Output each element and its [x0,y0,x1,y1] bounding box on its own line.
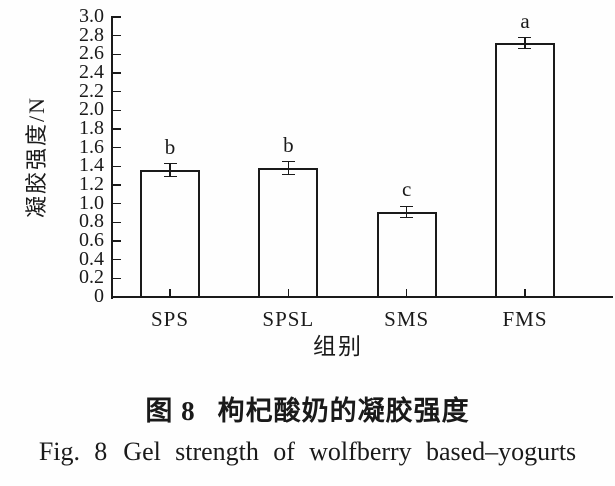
figure-title-zh: 枸杞酸奶的凝胶强度 [217,396,470,426]
bar [376,212,437,298]
y-tick [113,202,121,205]
error-bar-cap-bottom [163,175,177,178]
bar-chart: 0 0.2 0.4 0.6 0.8 1.0 1.2 1.4 1.6 1.8 2.0 2.2 2.4 2.6… [24,5,613,359]
x-tick [169,289,171,297]
figure-caption-zh: 图 8 枸杞酸奶的凝胶强度 [0,389,615,428]
error-bar-cap-top [163,162,177,165]
y-tick [113,72,121,74]
y-tick-label: 1.6 [79,135,104,158]
error-bar-line [287,161,290,175]
error-bar-line [524,37,526,49]
y-tick-label: 0.8 [79,210,104,233]
y-tick-label: 1.4 [79,154,104,177]
x-category-label: SMS [384,307,430,331]
y-tick [113,53,121,56]
significance-letter: a [520,8,530,33]
y-tick-label: 2.6 [79,42,104,65]
x-axis-line [111,296,613,298]
bar [258,168,319,298]
error-bar-cap-bottom [281,173,295,176]
x-tick [287,289,290,297]
y-tick [113,90,121,93]
y-tick [113,165,121,168]
bar [140,170,200,298]
y-tick [113,184,121,186]
y-tick-label: 1.8 [79,117,104,139]
error-bar-cap-top [518,36,532,39]
significance-letter: b [164,134,176,159]
error-bar-cap-bottom [518,47,532,50]
y-tick [113,128,121,130]
y-tick [113,277,121,280]
y-tick-label: 0.4 [79,247,104,270]
y-tick [113,34,121,37]
error-bar-cap-top [400,205,414,208]
y-axis-line [111,16,113,299]
x-tick [405,289,408,297]
y-tick [113,109,121,112]
y-tick-label: 0 [94,285,104,307]
y-tick-label: 0.2 [79,266,104,289]
y-tick-label: 2.0 [79,98,104,121]
error-bar-line [405,206,408,218]
figure-caption-en: Fig. 8 Gel strength of wolfberry based–yo… [0,437,615,467]
x-category-label: SPS [150,307,190,331]
significance-letter: b [283,132,294,157]
error-bar-line [169,163,171,177]
bar [494,43,555,298]
y-tick-label: 2.2 [79,79,104,102]
error-bar-cap-bottom [400,216,414,219]
significance-letter: c [401,177,412,202]
y-tick-label: 2.8 [79,23,104,46]
figure-number-en: Fig. 8 [38,437,108,466]
x-tick [524,289,526,297]
y-tick [113,146,121,149]
x-axis-title: 组别 [313,334,363,359]
y-tick [113,221,121,224]
y-tick-label: 1.0 [79,191,104,214]
y-tick-label: 3.0 [79,5,104,27]
y-tick-label: 0.6 [79,229,104,251]
x-category-label: SPSL [262,307,315,331]
y-tick-label: 2.4 [79,61,104,83]
y-tick [113,258,121,261]
figure-title-en: Gel strength of wolfberry based–yogurts [123,437,577,466]
y-tick [113,240,121,242]
figure-number-zh: 图 8 [145,396,196,426]
x-category-label: FMS [502,307,548,331]
y-axis-title: 凝胶强度/N [24,96,49,219]
error-bar-cap-top [281,160,295,163]
y-tick [113,16,121,18]
y-tick-label: 1.2 [79,173,104,195]
